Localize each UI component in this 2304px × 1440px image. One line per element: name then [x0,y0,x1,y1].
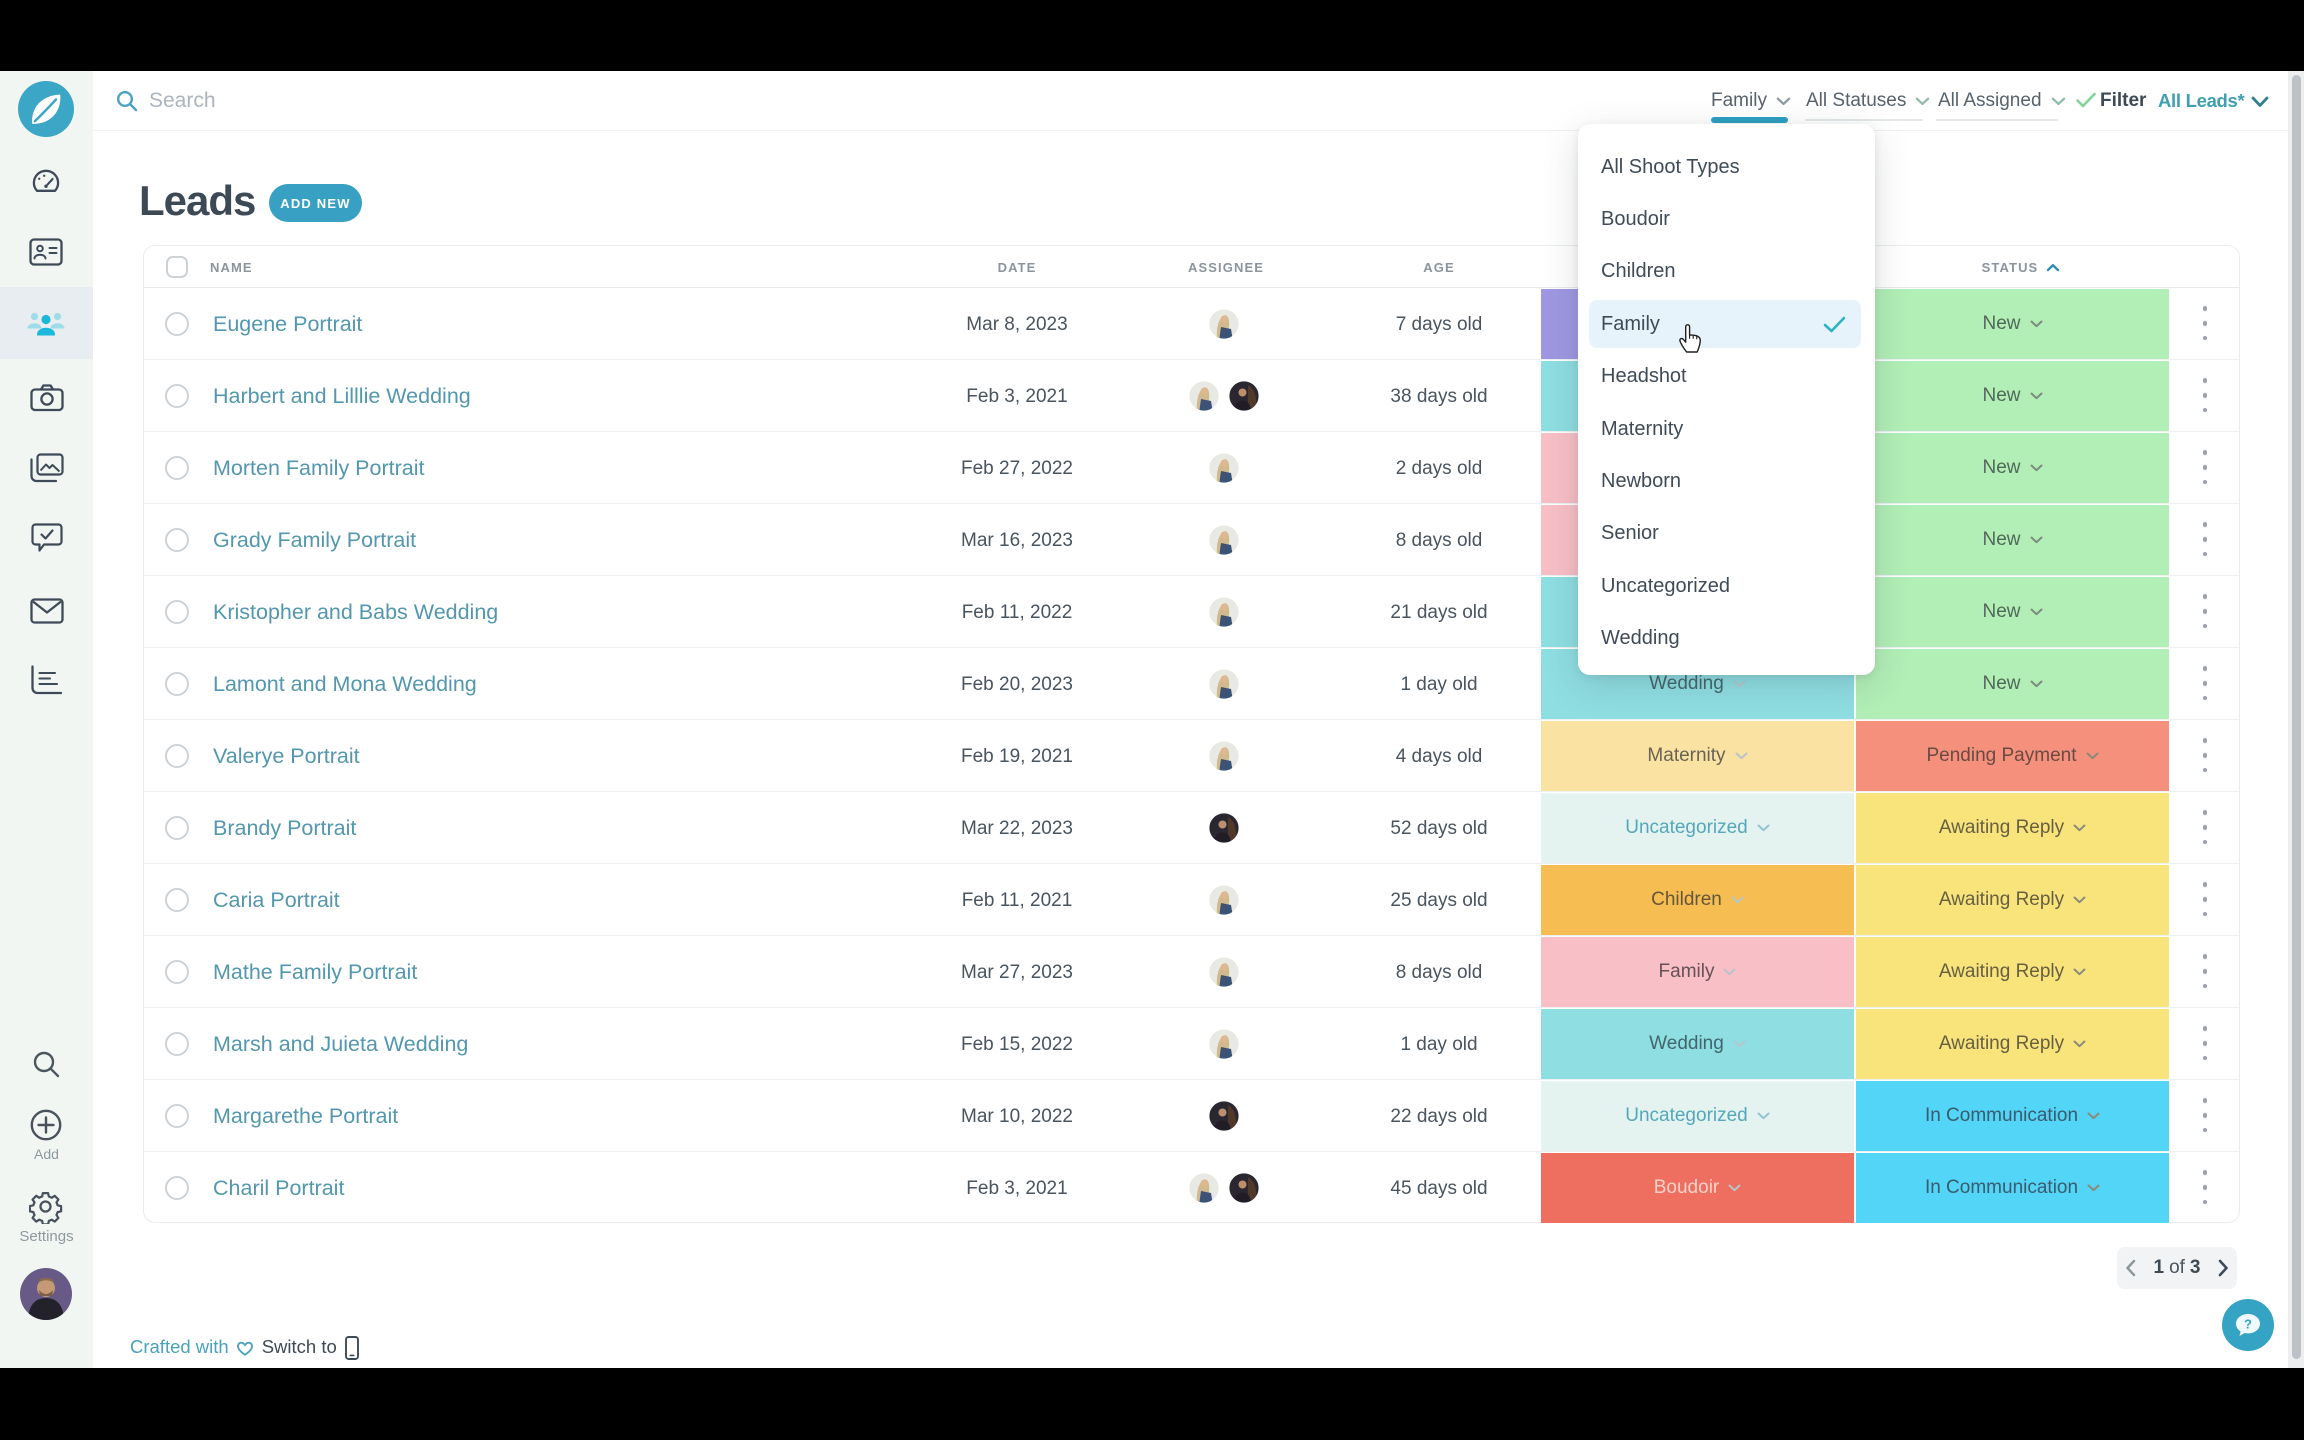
svg-text:?: ? [2244,1317,2252,1332]
